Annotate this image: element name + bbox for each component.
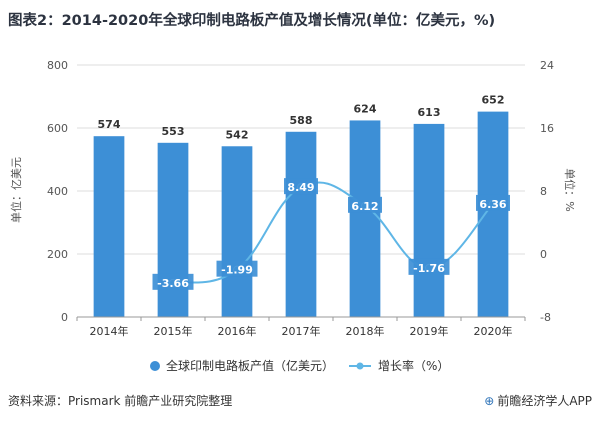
x-tick-label: 2017年	[282, 324, 321, 338]
legend-bar-label: 全球印制电路板产值（亿美元）	[166, 358, 334, 373]
bar-value-label: 624	[354, 102, 377, 115]
brand-logo-icon: ⊕	[484, 394, 495, 408]
x-tick-label: 2014年	[90, 324, 129, 338]
x-tick-label: 2019年	[410, 324, 449, 338]
brand-name: 前瞻经济学人APP	[497, 394, 592, 408]
bar-value-label: 553	[162, 125, 185, 138]
axes: 0 -8 200 0 400 8 600 16 800 24 2014年 2015年 2016年 2017…	[47, 59, 554, 338]
x-tick-label: 2018年	[346, 324, 385, 338]
y2-tick-label: 8	[540, 185, 547, 198]
growth-rate-label-box	[152, 273, 194, 290]
bar	[93, 136, 125, 317]
bar	[157, 142, 189, 317]
y2-tick-label: 16	[540, 122, 554, 135]
x-tick-label: 2020年	[474, 324, 513, 338]
legend: 全球印制电路板产值（亿美元） 增长率（%）	[150, 358, 449, 373]
growth-rate-label: 8.49	[287, 181, 314, 194]
y-tick-label: 0	[61, 311, 68, 324]
legend-line-label: 增长率（%）	[378, 358, 449, 373]
growth-rate-label-box	[348, 196, 382, 213]
growth-rate-label: 6.36	[479, 198, 506, 211]
y-tick-label: 800	[47, 59, 68, 72]
chart-title: 图表2：2014-2020年全球印制电路板产值及增长情况(单位：亿美元，%)	[8, 13, 496, 29]
growth-rate-label-box	[216, 260, 258, 277]
bar	[413, 123, 445, 317]
legend-line-marker-dot	[356, 362, 364, 370]
legend-bar-marker	[150, 361, 160, 371]
y-tick-label: 400	[47, 185, 68, 198]
bar	[349, 120, 381, 317]
y2-axis-title: 单位：%	[563, 168, 577, 211]
y-tick-label: 200	[47, 248, 68, 261]
bar-value-label: 652	[482, 94, 505, 107]
y-tick-label: 600	[47, 122, 68, 135]
brand-mark: ⊕ 前瞻经济学人APP	[484, 392, 592, 409]
y2-tick-label: 0	[540, 248, 547, 261]
bar-series	[93, 111, 509, 318]
growth-rate-label: -3.66	[157, 277, 189, 290]
growth-rate-label-box	[408, 258, 450, 275]
growth-rate-label-box	[476, 194, 510, 211]
bar-value-label: 613	[418, 106, 441, 119]
bar	[221, 146, 253, 317]
bar-value-label: 588	[290, 114, 313, 127]
source-note: 资料来源：Prismark 前瞻产业研究院整理	[8, 394, 233, 408]
growth-rate-label-box	[284, 178, 318, 195]
bar	[477, 111, 509, 318]
bar-value-label: 542	[226, 128, 249, 141]
growth-rate-label: -1.76	[413, 262, 445, 275]
data-labels: 574 553 542 588 624 613 652 -3.66 -1.99 8.49 6.12 -…	[98, 94, 510, 290]
x-tick-label: 2015年	[154, 324, 193, 338]
y2-tick-label: 24	[540, 59, 554, 72]
growth-rate-label: 6.12	[351, 200, 378, 213]
bar-value-label: 574	[98, 118, 121, 131]
y-axis-title: 单位：亿美元	[9, 157, 23, 223]
growth-rate-label: -1.99	[221, 264, 253, 277]
bar	[285, 131, 317, 317]
x-tick-label: 2016年	[218, 324, 257, 338]
y2-tick-label: -8	[540, 311, 551, 324]
